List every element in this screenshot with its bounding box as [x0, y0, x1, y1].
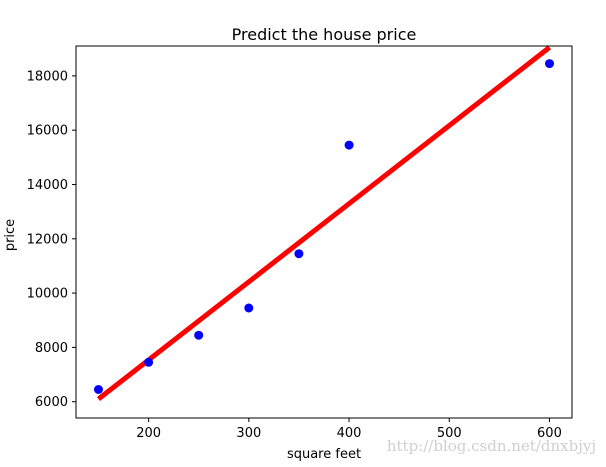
chart-title: Predict the house price — [232, 25, 417, 44]
y-tick-label: 6000 — [35, 395, 68, 410]
data-point — [294, 249, 304, 259]
y-tick-label: 12000 — [27, 232, 68, 247]
y-tick-label: 8000 — [35, 341, 68, 356]
axis-ticks: 200 300 400 500 600 6000 8000 10000 12000 14000 16… — [27, 69, 562, 441]
data-point — [545, 59, 554, 69]
y-tick-label: 10000 — [27, 287, 68, 302]
watermark: http://blog.csdn.net/dnxbjyj — [387, 437, 596, 455]
x-tick-label: 500 — [437, 426, 462, 441]
y-tick-label: 14000 — [27, 178, 68, 193]
data-point — [144, 357, 154, 367]
data-point — [194, 330, 204, 340]
plot-area — [94, 45, 554, 401]
data-point — [244, 303, 254, 313]
x-axis-label: square feet — [287, 447, 361, 462]
x-tick-label: 200 — [136, 426, 161, 441]
x-tick-label: 400 — [337, 426, 362, 441]
x-tick-label: 300 — [236, 426, 261, 441]
axes-frame — [75, 45, 573, 419]
y-axis-label: price — [3, 219, 18, 251]
y-tick-label: 16000 — [27, 124, 68, 139]
fit-line — [96, 45, 552, 401]
y-tick-label: 18000 — [27, 69, 68, 84]
data-point — [344, 140, 354, 150]
data-point — [94, 385, 103, 394]
x-tick-label: 600 — [537, 426, 562, 441]
